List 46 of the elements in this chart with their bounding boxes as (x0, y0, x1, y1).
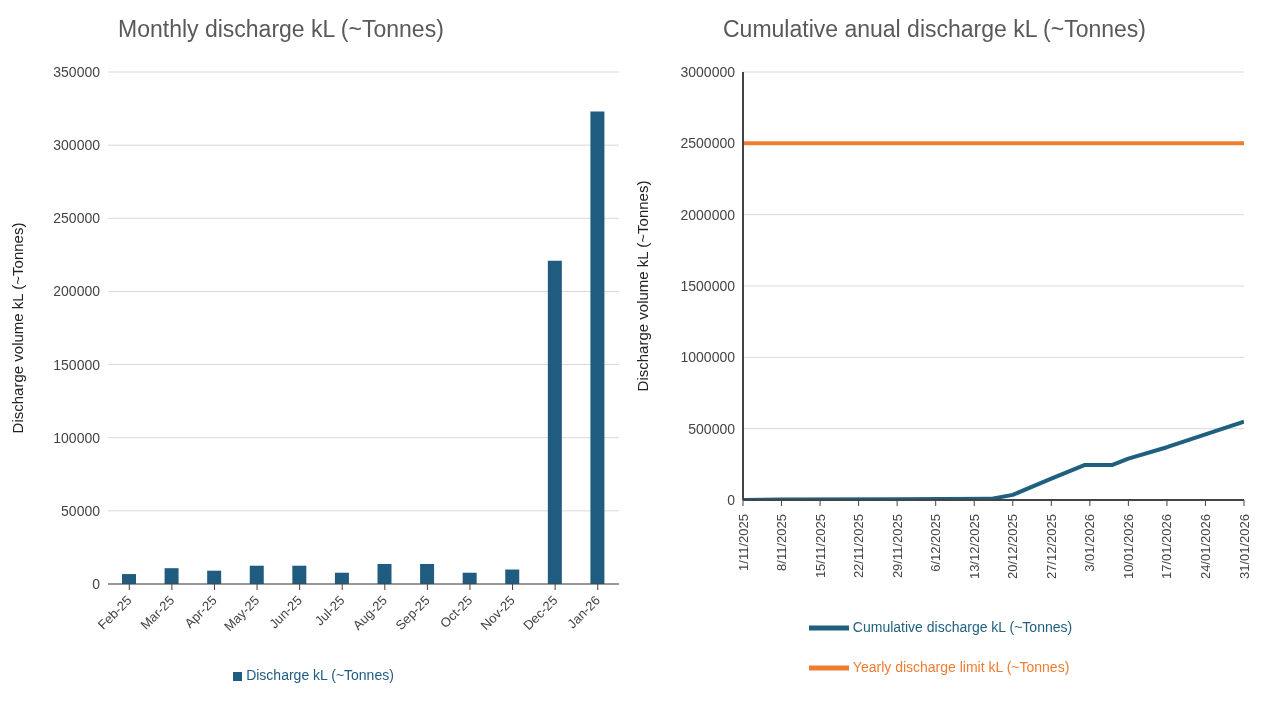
bar (505, 569, 520, 584)
x-tick-label: 22/11/2025 (851, 514, 867, 579)
bar (292, 565, 307, 584)
y-tick-label: 100000 (53, 429, 101, 446)
x-tick-label: 20/12/2025 (1005, 514, 1021, 580)
x-tick-label: 13/12/2025 (966, 514, 982, 580)
y-tick-label: 1500000 (680, 277, 736, 294)
y-tick-label: 2500000 (680, 135, 736, 152)
y-tick-label: 2000000 (680, 206, 736, 223)
y-tick-label: 200000 (53, 283, 101, 300)
legend-label: Discharge kL (~Tonnes) (246, 667, 394, 683)
x-tick-label: 17/01/2026 (1159, 514, 1175, 580)
y-axis-title: Discharge volume kL (~Tonnes) (634, 180, 652, 392)
x-tick-label: 15/11/2025 (812, 514, 828, 579)
y-tick-label: 1000000 (680, 349, 736, 366)
x-tick-label: 3/01/2026 (1082, 514, 1098, 572)
bar (122, 574, 136, 584)
chart-title: Cumulative anual discharge kL (~Tonnes) (723, 16, 1146, 43)
chart-title: Monthly discharge kL (~Tonnes) (118, 16, 444, 43)
x-tick-label: 1/11/2025 (735, 514, 751, 571)
x-tick-label: 29/11/2025 (889, 514, 905, 579)
bar (207, 570, 222, 584)
legend-label: Yearly discharge limit kL (~Tonnes) (852, 658, 1070, 675)
y-tick-label: 0 (727, 491, 736, 508)
bar (547, 260, 562, 584)
y-tick-label: 3000000 (680, 63, 736, 80)
y-tick-label: 350000 (53, 63, 101, 80)
y-tick-label: 50000 (61, 502, 101, 519)
y-axis-title: Discharge volume kL (~Tonnes) (9, 222, 27, 434)
bar (164, 568, 179, 584)
y-tick-label: 250000 (53, 210, 101, 227)
y-tick-label: 300000 (53, 137, 101, 154)
x-tick-label: 31/01/2026 (1236, 514, 1252, 580)
x-tick-label: 8/11/2025 (774, 514, 790, 571)
x-tick-label: 27/12/2025 (1043, 514, 1059, 580)
legend-label: Cumulative discharge kL (~Tonnes) (852, 618, 1073, 635)
bar (377, 563, 392, 584)
x-tick-label: 10/01/2026 (1120, 514, 1136, 580)
x-tick-label: 24/01/2026 (1197, 514, 1213, 580)
y-tick-label: 500000 (688, 420, 736, 437)
bar (249, 565, 264, 584)
x-tick-label: 6/12/2025 (928, 514, 944, 572)
y-tick-label: 150000 (53, 356, 101, 373)
y-tick-label: 0 (92, 575, 101, 592)
bar (590, 111, 605, 584)
bar (420, 563, 435, 584)
